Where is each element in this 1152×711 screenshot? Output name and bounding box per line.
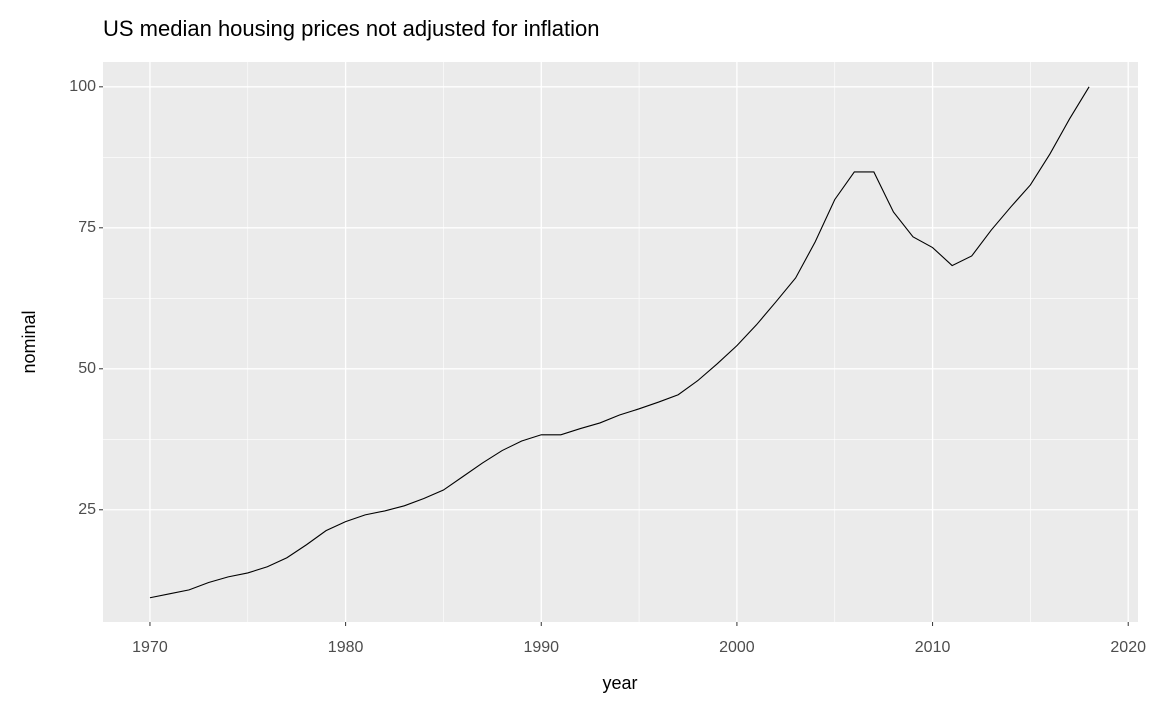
y-tick-label: 25 [78,501,96,518]
panel [103,62,1138,622]
y-axis-title: nominal [19,310,39,373]
x-tick-label: 1980 [328,639,364,656]
y-tick-label: 75 [78,219,96,236]
chart-title: US median housing prices not adjusted fo… [103,16,600,41]
line [149,86,1090,599]
x-tick-label: 1990 [523,639,559,656]
x-tick-label: 2010 [915,639,951,656]
x-tick-label: 2020 [1110,639,1146,656]
y-tick-label: 100 [69,78,96,95]
x-tick-label: 2000 [719,639,755,656]
y-tick-label: 50 [78,360,96,377]
x-axis-title: year [602,673,637,693]
x-tick-label: 1970 [132,639,168,656]
